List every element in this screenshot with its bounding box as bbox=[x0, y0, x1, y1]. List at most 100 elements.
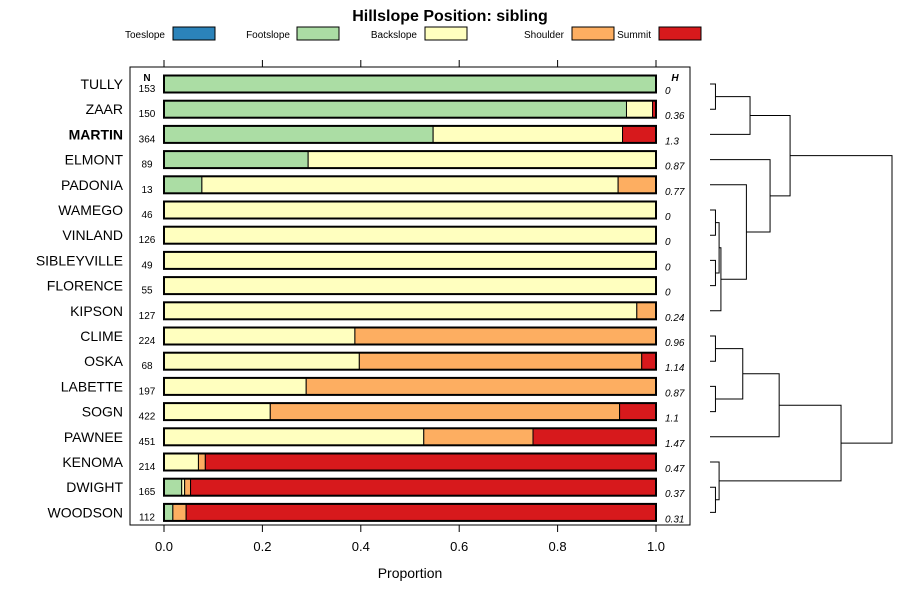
dendrogram-branch-2 bbox=[710, 209, 716, 236]
legend-swatch-toeslope bbox=[172, 26, 216, 41]
bar-segment-summit bbox=[190, 478, 657, 497]
row-kipson: KIPSON 127 0.24 bbox=[70, 301, 685, 324]
bar-segment-backslope bbox=[163, 427, 425, 446]
h-value: 0.96 bbox=[665, 338, 685, 349]
bar-segment-summit bbox=[619, 402, 657, 421]
row-label: DWIGHT bbox=[66, 479, 123, 495]
dendrogram-branch-11 bbox=[715, 348, 744, 400]
legend-swatch-backslope bbox=[424, 26, 468, 41]
n-value: 422 bbox=[139, 412, 156, 423]
legend-label-summit: Summit bbox=[617, 30, 651, 41]
row-labette: LABETTE 197 0.87 bbox=[61, 376, 685, 399]
dendrogram-branch-1 bbox=[710, 96, 751, 135]
row-martin: MARTIN 364 1.3 bbox=[69, 124, 679, 147]
h-value: 0.87 bbox=[665, 388, 685, 399]
bar-outline bbox=[163, 150, 657, 170]
row-sogn: SOGN 422 1.1 bbox=[82, 402, 679, 425]
bar-segment-footslope bbox=[163, 125, 434, 144]
bar-segment-backslope bbox=[625, 100, 654, 119]
row-label: TULLY bbox=[80, 76, 123, 92]
bar-segment-footslope bbox=[163, 75, 657, 93]
row-label: FLORENCE bbox=[47, 278, 123, 294]
row-label: PADONIA bbox=[61, 177, 124, 193]
chart-title: Hillslope Position: sibling bbox=[352, 8, 548, 25]
bar-segment-backslope bbox=[307, 150, 657, 169]
row-label: ELMONT bbox=[65, 152, 124, 168]
dendrogram bbox=[710, 83, 893, 513]
n-value: 224 bbox=[139, 336, 156, 347]
row-tully: TULLY 153 0 bbox=[80, 74, 671, 97]
tick-label-2: 0.4 bbox=[352, 539, 370, 554]
n-value: 126 bbox=[139, 235, 156, 246]
dendrogram-branch-0 bbox=[710, 83, 716, 110]
h-value: 0.24 bbox=[665, 313, 685, 324]
bar-segment-backslope bbox=[163, 276, 657, 295]
n-value: 13 bbox=[141, 185, 153, 196]
h-value: 0.31 bbox=[665, 514, 684, 525]
row-pawnee: PAWNEE 451 1.47 bbox=[64, 427, 685, 450]
n-value: 55 bbox=[141, 286, 153, 297]
n-value: 197 bbox=[139, 386, 156, 397]
n-value: 68 bbox=[141, 361, 153, 372]
bar-outline bbox=[163, 502, 657, 522]
legend-label-footslope: Footslope bbox=[246, 30, 290, 41]
n-value: 150 bbox=[139, 109, 156, 120]
row-label: OSKA bbox=[84, 353, 124, 369]
row-label: MARTIN bbox=[69, 126, 123, 142]
legend-label-backslope: Backslope bbox=[371, 30, 418, 41]
tick-label-1: 0.2 bbox=[253, 539, 271, 554]
h-value: 0.87 bbox=[665, 162, 685, 173]
h-value: 0 bbox=[665, 237, 671, 248]
h-value: 0 bbox=[665, 262, 671, 273]
bar-outline bbox=[163, 225, 657, 245]
row-wamego: WAMEGO 46 0 bbox=[58, 200, 671, 223]
bar-segment-shoulder bbox=[172, 503, 187, 522]
n-value: 451 bbox=[139, 437, 156, 448]
tick-label-4: 0.8 bbox=[549, 539, 567, 554]
dendrogram-branch-10 bbox=[710, 385, 716, 413]
bar-segment-summit bbox=[185, 503, 657, 522]
legend-label-shoulder: Shoulder bbox=[524, 30, 565, 41]
bar-segment-shoulder bbox=[423, 427, 534, 446]
dendrogram-branch-7 bbox=[710, 159, 771, 233]
row-label: KENOMA bbox=[62, 454, 123, 470]
row-dwight: DWIGHT 165 0.37 bbox=[66, 477, 685, 500]
h-value: 0.47 bbox=[665, 464, 685, 475]
bar-segment-summit bbox=[532, 427, 657, 446]
h-value: 1.47 bbox=[665, 439, 685, 450]
row-padonia: PADONIA 13 0.77 bbox=[61, 175, 685, 198]
row-label: WAMEGO bbox=[58, 202, 123, 218]
bar-segment-footslope bbox=[163, 503, 174, 522]
n-value: 49 bbox=[141, 260, 153, 271]
bar-segment-backslope bbox=[163, 226, 657, 245]
row-zaar: ZAAR 150 0.36 bbox=[86, 99, 685, 122]
h-value: 0.36 bbox=[665, 111, 685, 122]
n-value: 153 bbox=[139, 84, 156, 95]
bar-outline bbox=[163, 200, 657, 220]
legend-swatch-shoulder bbox=[571, 26, 615, 41]
n-value: 214 bbox=[139, 462, 156, 473]
bar-segment-summit bbox=[641, 352, 657, 371]
n-column-header: N bbox=[143, 73, 150, 84]
bar-segment-summit bbox=[622, 125, 657, 144]
bar-segment-backslope bbox=[201, 175, 619, 194]
n-value: 89 bbox=[141, 160, 153, 171]
row-sibleyville: SIBLEYVILLE 49 0 bbox=[36, 250, 671, 273]
h-value: 1.14 bbox=[665, 363, 685, 374]
dendrogram-branch-12 bbox=[710, 373, 780, 438]
legend-swatch-summit bbox=[658, 26, 702, 41]
bar-segment-backslope bbox=[163, 201, 657, 219]
h-value: 0 bbox=[665, 212, 671, 223]
row-vinland: VINLAND 126 0 bbox=[62, 225, 671, 248]
row-elmont: ELMONT 89 0.87 bbox=[65, 150, 685, 173]
row-oska: OSKA 68 1.14 bbox=[84, 351, 685, 374]
h-value: 1.1 bbox=[665, 414, 679, 425]
bar-segment-shoulder bbox=[636, 301, 657, 320]
bar-segment-backslope bbox=[163, 352, 360, 371]
bar-outline bbox=[163, 74, 657, 94]
dendrogram-branch-3 bbox=[710, 259, 716, 287]
bar-outline bbox=[163, 477, 657, 497]
bar-outline bbox=[163, 452, 657, 472]
h-column-header: H bbox=[671, 73, 679, 84]
